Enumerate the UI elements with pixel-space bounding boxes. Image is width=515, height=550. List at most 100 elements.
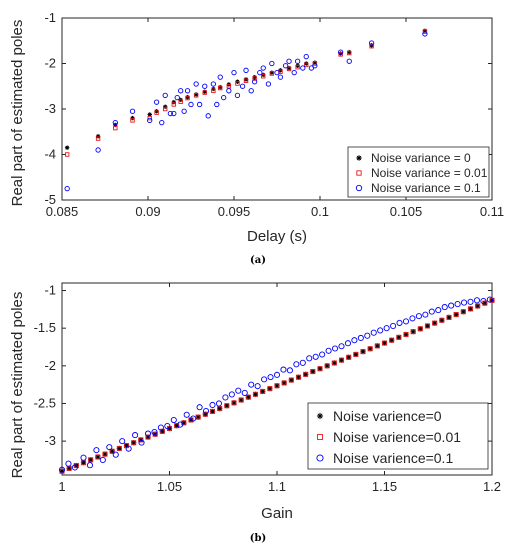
- data-point: [102, 451, 108, 457]
- data-point: [226, 84, 232, 89]
- x-axis-label-a: Delay (s): [247, 228, 307, 245]
- legend-a: Noise variance = 0 Noise variance = 0.01…: [347, 146, 490, 198]
- data-point: [159, 428, 165, 434]
- data-point: [164, 423, 171, 430]
- data-point: [214, 101, 220, 108]
- data-point: [231, 69, 237, 76]
- data-point: [157, 424, 164, 431]
- data-point: [377, 327, 384, 334]
- data-point: [324, 363, 330, 369]
- data-point: [196, 101, 203, 108]
- data-point: [222, 394, 229, 401]
- data-point: [163, 104, 168, 109]
- data-point: [129, 108, 136, 114]
- data-point: [245, 394, 251, 400]
- data-point: [422, 31, 428, 37]
- data-point: [303, 371, 309, 377]
- data-point: [209, 401, 216, 409]
- legend-marker-noise-001-a: [356, 170, 362, 176]
- x-tick-label: 0.1: [311, 204, 329, 219]
- legend-marker-noise-001-b: [317, 434, 323, 440]
- data-point: [145, 434, 151, 440]
- data-point: [273, 371, 281, 378]
- x-tick-label: 0.11: [480, 204, 504, 219]
- data-point: [367, 346, 373, 352]
- data-point: [130, 115, 135, 121]
- data-point: [304, 62, 309, 68]
- data-point: [162, 106, 168, 112]
- x-tick-label: 0.09: [135, 204, 160, 219]
- data-point: [269, 71, 275, 76]
- data-point: [251, 79, 258, 85]
- data-point: [415, 313, 422, 320]
- data-point: [312, 63, 318, 69]
- data-point: [306, 355, 313, 362]
- chart-panel-a: 0.085 0.09 0.095 0.1 0.105 0.11 -1 -2 -3 -4 -5 De…: [9, 10, 504, 266]
- data-point: [58, 466, 66, 473]
- data-point: [243, 78, 249, 83]
- data-point: [369, 44, 374, 49]
- data-point: [265, 81, 272, 87]
- data-point: [254, 383, 261, 390]
- legend-label-noise-001-a: Noise variance = 0.01: [371, 166, 488, 180]
- data-point: [269, 60, 275, 67]
- data-point: [184, 88, 191, 94]
- data-point: [215, 400, 222, 407]
- legend-marker: [356, 155, 362, 161]
- legend-label-noise-01-a: Noise variance = 0.1: [371, 181, 481, 195]
- data-point: [435, 307, 442, 314]
- data-point: [353, 351, 359, 357]
- y-axis-label-a: Real part of estimated poles: [9, 20, 26, 207]
- data-point: [178, 88, 184, 94]
- data-point: [422, 311, 429, 318]
- data-point: [389, 337, 395, 343]
- data-point: [374, 343, 380, 349]
- data-point: [364, 332, 371, 339]
- data-point: [71, 464, 78, 471]
- y-tick-label: -2: [44, 358, 56, 373]
- data-point: [235, 81, 240, 86]
- data-point: [346, 354, 352, 360]
- data-point: [286, 66, 292, 72]
- data-point: [360, 349, 366, 355]
- data-point: [106, 444, 113, 451]
- chart-panel-b: 1 1.05 1.1 1.15 1.2 -1 -1.5 -2 -2.5 -3 Gain Real…: [9, 282, 501, 544]
- data-point: [338, 357, 345, 363]
- data-point: [454, 301, 461, 308]
- data-point: [73, 463, 79, 469]
- data-point: [144, 430, 152, 437]
- data-point: [202, 407, 210, 415]
- data-point: [99, 456, 106, 463]
- data-point: [131, 440, 137, 446]
- data-point: [396, 319, 403, 326]
- data-point: [130, 118, 135, 123]
- data-point: [280, 366, 287, 373]
- data-point: [112, 120, 118, 126]
- data-point: [467, 298, 474, 305]
- data-point: [238, 397, 244, 403]
- data-point: [282, 63, 289, 69]
- data-point: [317, 366, 323, 372]
- data-point: [209, 408, 216, 414]
- y-axis-ticks-a: -1 -2 -3 -4 -5: [44, 10, 492, 207]
- data-point: [171, 99, 176, 105]
- data-point: [319, 351, 326, 358]
- data-point: [159, 120, 165, 126]
- data-point: [248, 381, 255, 388]
- data-point: [193, 93, 199, 98]
- data-point: [80, 454, 87, 461]
- data-point: [403, 331, 409, 338]
- data-point: [235, 387, 242, 394]
- legend-label-noise-001-b: Noise varience=0.01: [333, 429, 461, 445]
- data-point: [113, 125, 118, 131]
- data-point: [295, 374, 302, 380]
- data-point: [312, 353, 319, 360]
- data-point: [312, 61, 318, 66]
- data-point: [178, 99, 183, 104]
- data-point: [453, 312, 459, 318]
- data-point: [241, 389, 248, 396]
- data-point: [202, 411, 208, 417]
- data-point: [267, 374, 274, 381]
- data-point: [243, 67, 249, 73]
